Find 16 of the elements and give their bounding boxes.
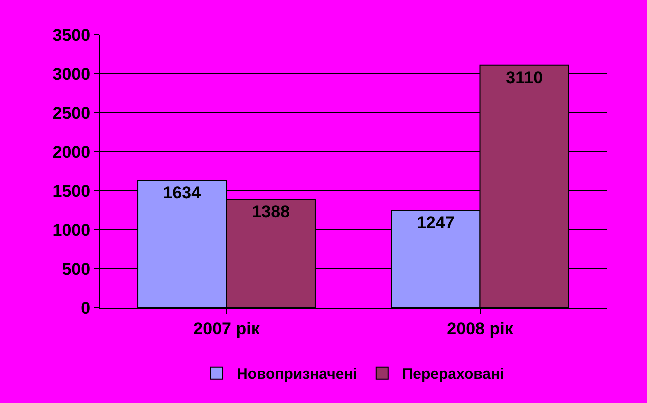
data-label: 1388 — [252, 202, 290, 222]
y-tick-label: 2000 — [52, 142, 91, 162]
y-tick-label: 500 — [62, 260, 91, 279]
x-tick-label: 2008 рік — [447, 319, 514, 338]
data-label: 1247 — [416, 214, 455, 233]
y-tick-label: 0 — [81, 298, 91, 318]
y-tick-label: 1000 — [52, 220, 91, 240]
legend-label: Новопризначені — [237, 366, 358, 384]
legend-label: Перераховані — [402, 366, 504, 384]
x-tick-label: 2007 рік — [194, 319, 260, 338]
y-tick-label: 3500 — [52, 26, 91, 45]
y-tick-label: 1500 — [52, 182, 91, 201]
data-label: 1634 — [163, 184, 202, 203]
data-label: 3110 — [506, 68, 544, 88]
y-tick-label: 2500 — [52, 104, 91, 123]
y-tick-label: 3000 — [52, 64, 91, 84]
